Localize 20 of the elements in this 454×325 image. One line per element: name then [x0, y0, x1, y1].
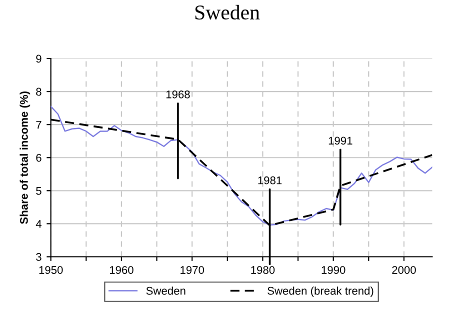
x-tick-label: 1980: [251, 266, 275, 274]
legend-label: Sweden (break trend): [268, 286, 374, 297]
y-tick-label: 5: [36, 187, 42, 195]
legend-label: Sweden: [146, 286, 186, 295]
annotation: 1991: [328, 136, 352, 145]
x-tick-label: 1990: [322, 266, 346, 274]
y-tick-label: 8: [36, 88, 42, 96]
y-tick-label: 3: [36, 253, 42, 261]
x-tick-label: 1960: [110, 266, 134, 274]
y-axis-title: Share of total income (%): [20, 92, 30, 224]
chart-title: Sweden: [195, 4, 260, 20]
x-tick-label: 1950: [39, 266, 63, 274]
x-tick-label: 2000: [392, 266, 416, 274]
annotation: 1981: [258, 176, 282, 184]
y-tick-label: 6: [36, 154, 42, 162]
y-tick-label: 7: [36, 120, 42, 129]
x-tick-label: 1970: [180, 266, 204, 274]
y-tick-label: 4: [36, 220, 42, 228]
annotation: 1968: [166, 90, 190, 98]
y-tick-label: 9: [36, 54, 42, 63]
